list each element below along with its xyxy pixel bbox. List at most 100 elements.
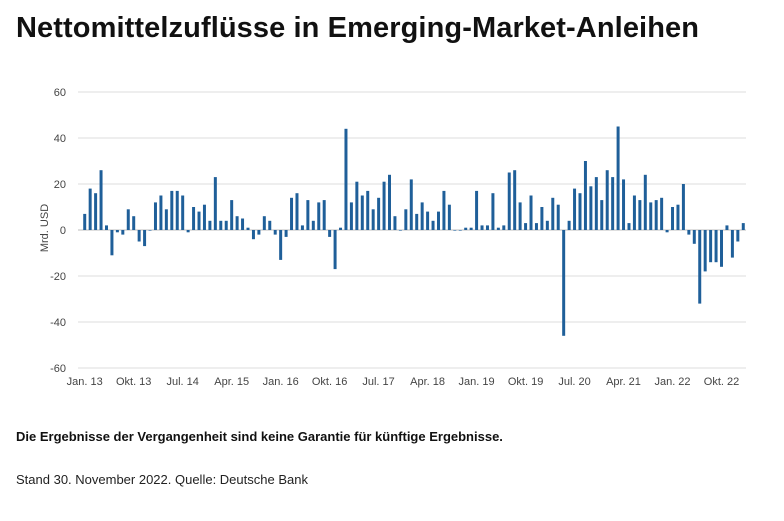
chart-title: Nettomittelzuflüsse in Emerging-Market-A… bbox=[16, 12, 700, 44]
y-axis-title: Mrd. USD bbox=[39, 204, 51, 252]
y-tick-label: -20 bbox=[50, 271, 66, 283]
bar bbox=[409, 179, 413, 230]
bar bbox=[284, 230, 288, 237]
bar bbox=[132, 216, 136, 230]
bar bbox=[197, 211, 201, 230]
x-tick-label: Okt. 16 bbox=[312, 376, 347, 388]
bar bbox=[551, 197, 555, 230]
bar bbox=[192, 207, 196, 230]
y-tick-label: 20 bbox=[54, 179, 66, 191]
bar bbox=[355, 181, 359, 230]
bar bbox=[676, 204, 680, 230]
bar bbox=[268, 220, 272, 230]
bar bbox=[600, 200, 604, 230]
bar bbox=[502, 225, 506, 230]
bar bbox=[616, 126, 620, 230]
bar bbox=[170, 190, 174, 230]
bar bbox=[573, 188, 577, 230]
bar bbox=[464, 227, 468, 230]
bar bbox=[698, 230, 702, 304]
bar bbox=[518, 202, 522, 230]
x-tick-label: Jan. 13 bbox=[67, 376, 103, 388]
bar bbox=[426, 211, 430, 230]
bar bbox=[94, 193, 98, 230]
x-tick-label: Jan. 22 bbox=[654, 376, 690, 388]
bar bbox=[126, 209, 130, 230]
bar bbox=[627, 223, 631, 230]
bar bbox=[295, 193, 299, 230]
bar bbox=[164, 209, 168, 230]
bar bbox=[437, 211, 440, 230]
bar bbox=[88, 188, 92, 230]
bar bbox=[110, 230, 114, 256]
bar bbox=[306, 200, 310, 230]
bar bbox=[202, 204, 206, 230]
bar bbox=[480, 225, 484, 230]
bar bbox=[594, 177, 598, 230]
bar bbox=[105, 225, 108, 230]
bar bbox=[534, 223, 538, 230]
bar bbox=[725, 225, 729, 230]
bar bbox=[709, 230, 713, 263]
bar bbox=[300, 225, 304, 230]
bar bbox=[540, 207, 544, 230]
bar bbox=[475, 190, 479, 230]
bar bbox=[246, 227, 250, 230]
bar bbox=[230, 200, 234, 230]
bar bbox=[665, 230, 669, 233]
bar bbox=[671, 207, 675, 230]
bar bbox=[257, 230, 261, 235]
x-axis-tick-labels: Jan. 13 Okt. 13 Jul. 14 Apr. 15 Jan. 16 Okt. … bbox=[67, 376, 740, 388]
bar bbox=[241, 218, 245, 230]
bar bbox=[730, 230, 734, 258]
bar bbox=[181, 195, 185, 230]
bar bbox=[605, 170, 609, 230]
bar bbox=[339, 227, 343, 230]
bar bbox=[148, 230, 152, 231]
bar bbox=[578, 193, 582, 230]
x-tick-label: Apr. 18 bbox=[410, 376, 445, 388]
y-tick-label: 0 bbox=[60, 225, 66, 237]
source-note: Stand 30. November 2022. Quelle: Deutsch… bbox=[16, 472, 308, 487]
bar bbox=[741, 223, 745, 230]
bar bbox=[622, 179, 626, 230]
bar bbox=[485, 225, 489, 230]
bar bbox=[496, 227, 500, 230]
bar bbox=[513, 170, 517, 230]
bar bbox=[404, 209, 408, 230]
bar bbox=[224, 220, 228, 230]
bar bbox=[121, 230, 125, 235]
bar bbox=[208, 220, 212, 230]
bar bbox=[720, 230, 723, 267]
bar bbox=[545, 220, 549, 230]
bar bbox=[322, 200, 326, 230]
bar bbox=[83, 213, 87, 230]
bar bbox=[583, 161, 587, 230]
x-tick-label: Jul. 14 bbox=[166, 376, 198, 388]
bar bbox=[447, 204, 451, 230]
y-tick-label: -40 bbox=[50, 317, 66, 329]
bar bbox=[453, 230, 457, 231]
bar bbox=[360, 195, 364, 230]
x-tick-label: Okt. 13 bbox=[116, 376, 151, 388]
bar bbox=[442, 190, 446, 230]
bar bbox=[736, 230, 740, 242]
bar bbox=[290, 197, 294, 230]
bar bbox=[469, 227, 473, 230]
bar bbox=[311, 220, 315, 230]
bar bbox=[431, 220, 435, 230]
x-tick-label: Apr. 15 bbox=[214, 376, 249, 388]
bar bbox=[186, 230, 190, 233]
y-tick-label: -60 bbox=[50, 363, 66, 375]
bars bbox=[83, 126, 745, 336]
bar bbox=[137, 230, 141, 242]
bar bbox=[458, 230, 462, 231]
x-tick-label: Okt. 19 bbox=[508, 376, 543, 388]
bar bbox=[388, 174, 391, 230]
bar bbox=[219, 220, 223, 230]
bar bbox=[611, 177, 615, 230]
bar bbox=[687, 230, 691, 235]
bar bbox=[529, 195, 533, 230]
bar bbox=[649, 202, 653, 230]
bar bbox=[638, 200, 642, 230]
